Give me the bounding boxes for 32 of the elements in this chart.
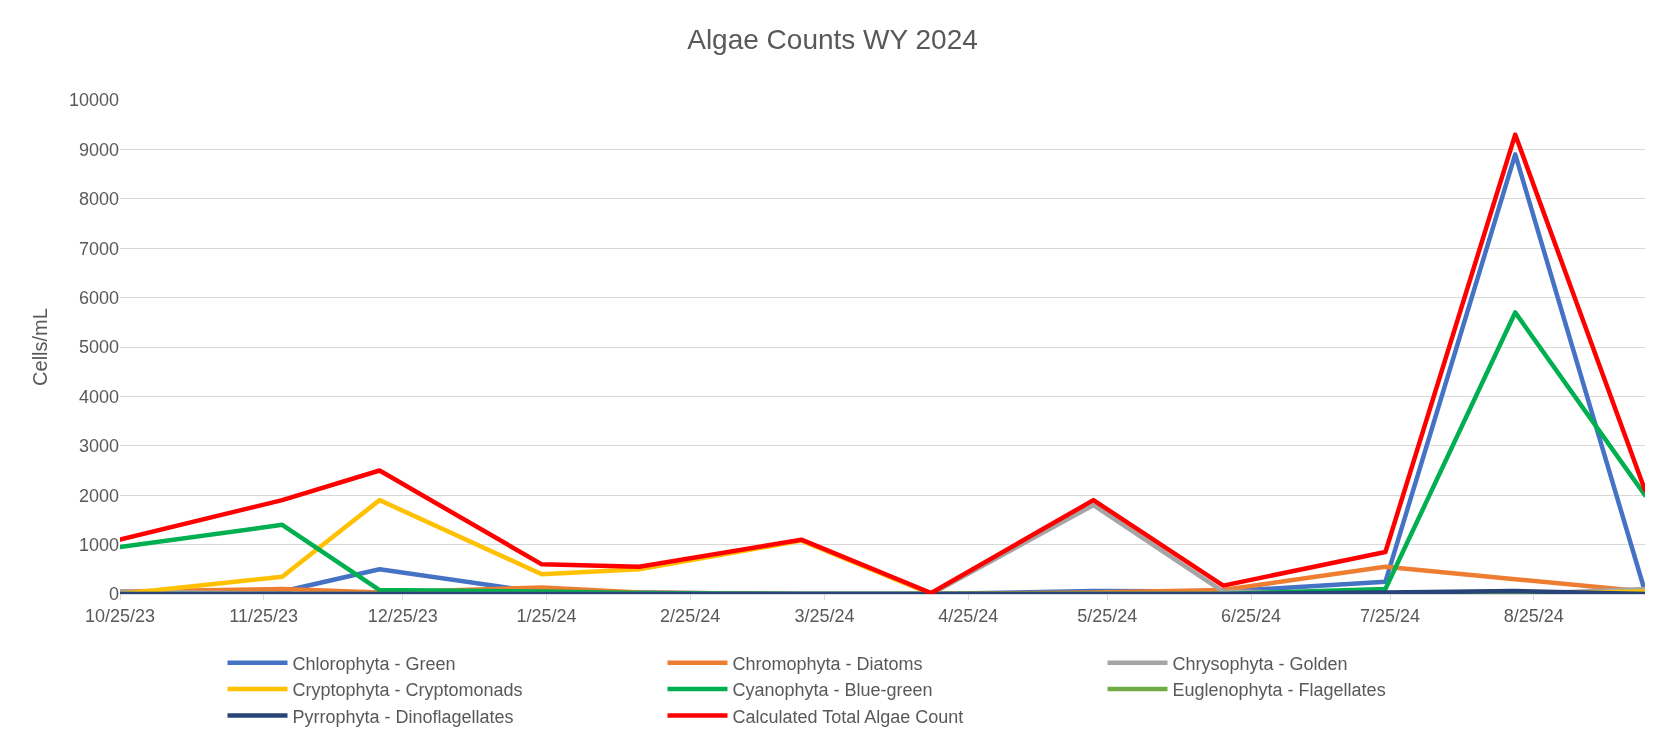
y-tick-label: 9000 — [78, 139, 119, 160]
y-tick-label: 4000 — [78, 386, 119, 407]
x-tick-label: 2/25/24 — [660, 605, 721, 626]
y-tick-label: 0 — [108, 584, 119, 605]
chart-title: Algae Counts WY 2024 — [687, 24, 978, 56]
x-tick-label: 1/25/24 — [516, 605, 577, 626]
y-axis-title: Cells/mL — [29, 308, 52, 386]
x-tick-label: 5/25/24 — [1077, 605, 1138, 626]
legend-label: Chromophyta - Diatoms — [732, 653, 923, 674]
legend-label: Cyanophyta - Blue-green — [732, 680, 933, 701]
y-tick-label: 7000 — [78, 238, 119, 259]
y-tick-label: 2000 — [78, 485, 119, 506]
x-tick-label: 11/25/23 — [229, 605, 299, 626]
x-tick-label: 7/25/24 — [1360, 605, 1421, 626]
y-tick-label: 8000 — [78, 189, 119, 210]
x-tick-label: 10/25/23 — [84, 605, 156, 626]
legend-label: Chrysophyta - Golden — [1172, 653, 1348, 674]
legend-label: Calculated Total Algae Count — [732, 706, 964, 727]
legend-label: Chlorophyta - Green — [292, 653, 456, 674]
y-tick-label: 5000 — [78, 337, 119, 358]
x-tick-label: 12/25/23 — [367, 605, 438, 626]
x-tick-label: 8/25/24 — [1503, 605, 1564, 626]
y-tick-label: 6000 — [78, 287, 119, 308]
y-tick-label: 1000 — [78, 534, 119, 555]
legend-label: Pyrrophyta - Dinoflagellates — [292, 706, 514, 727]
y-tick-label: 3000 — [78, 436, 119, 457]
legend-label: Euglenophyta - Flagellates — [1172, 680, 1386, 701]
x-tick-label: 4/25/24 — [938, 605, 999, 626]
x-tick-label: 6/25/24 — [1220, 605, 1282, 626]
legend-label: Cryptophyta - Cryptomonads — [292, 680, 523, 701]
x-tick-label: 3/25/24 — [794, 605, 855, 626]
y-tick-label: 10000 — [68, 90, 119, 111]
